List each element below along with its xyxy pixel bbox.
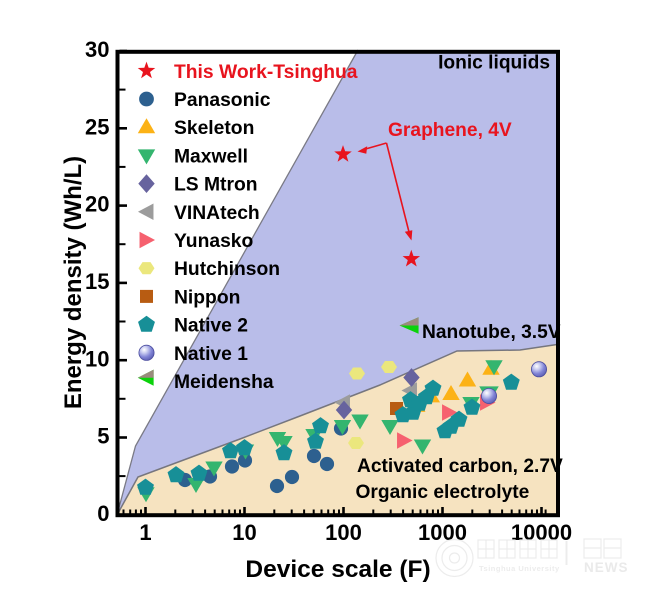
- svg-text:Meidensha: Meidensha: [174, 372, 274, 393]
- svg-text:Activated carbon, 2.7V: Activated carbon, 2.7V: [357, 456, 563, 477]
- svg-text:10: 10: [232, 520, 256, 545]
- svg-text:1: 1: [139, 520, 151, 545]
- svg-text:Nanotube, 3.5V: Nanotube, 3.5V: [422, 322, 561, 343]
- svg-text:5: 5: [97, 424, 109, 449]
- svg-text:Yunasko: Yunasko: [174, 231, 254, 252]
- svg-text:Tsinghua University: Tsinghua University: [479, 564, 560, 573]
- svg-text:10: 10: [85, 346, 109, 371]
- svg-text:100: 100: [325, 520, 362, 545]
- svg-text:0: 0: [97, 501, 109, 526]
- svg-text:Native 2: Native 2: [174, 316, 248, 337]
- svg-text:LS Mtron: LS Mtron: [174, 175, 258, 196]
- svg-text:1000: 1000: [418, 520, 467, 545]
- svg-text:Hutchinson: Hutchinson: [174, 259, 280, 280]
- svg-text:15: 15: [85, 269, 109, 294]
- svg-text:NEWS: NEWS: [584, 560, 629, 575]
- svg-text:20: 20: [85, 192, 109, 217]
- svg-text:Native 1: Native 1: [174, 344, 248, 365]
- svg-text:Nippon: Nippon: [174, 287, 240, 308]
- svg-text:Energy density (Wh/L): Energy density (Wh/L): [60, 156, 87, 409]
- svg-text:25: 25: [85, 114, 109, 139]
- svg-text:Panasonic: Panasonic: [174, 90, 271, 111]
- svg-text:VINAtech: VINAtech: [174, 203, 260, 224]
- svg-text:Ionic liquids: Ionic liquids: [438, 53, 550, 74]
- svg-text:This Work-Tsinghua: This Work-Tsinghua: [174, 62, 358, 83]
- svg-text:Maxwell: Maxwell: [174, 146, 248, 167]
- svg-text:Graphene, 4V: Graphene, 4V: [388, 120, 512, 141]
- svg-text:30: 30: [85, 37, 109, 62]
- svg-text:Organic electrolyte: Organic electrolyte: [356, 482, 530, 503]
- svg-text:Device scale (F): Device scale (F): [245, 556, 430, 583]
- svg-text:Skeleton: Skeleton: [174, 118, 254, 139]
